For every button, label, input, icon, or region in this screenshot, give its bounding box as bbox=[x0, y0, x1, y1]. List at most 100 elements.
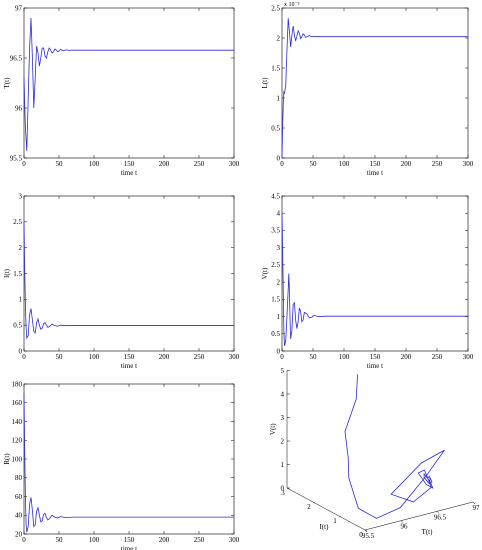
T-tick-mark bbox=[472, 501, 476, 505]
I-tick-mark bbox=[338, 515, 342, 518]
T-axis-line bbox=[364, 501, 474, 531]
V-tick-label: 3 bbox=[281, 414, 285, 422]
y-tick-label: 120 bbox=[12, 437, 23, 445]
x-tick-label: 50 bbox=[310, 353, 318, 361]
y-tick-label: 2.5 bbox=[271, 4, 280, 12]
y-tick-label: 1.5 bbox=[13, 270, 22, 278]
y-tick-label: 60 bbox=[15, 493, 23, 501]
x-tick-label: 50 bbox=[310, 160, 318, 168]
x-tick-label: 200 bbox=[401, 160, 412, 168]
y-tick-label: 4 bbox=[277, 210, 281, 218]
x-tick-label: 150 bbox=[370, 353, 381, 361]
x-tick-label: 0 bbox=[22, 353, 26, 361]
trajectory-line bbox=[344, 374, 445, 519]
y-tick-label: 4.5 bbox=[271, 192, 280, 200]
y-tick-label: 0.5 bbox=[271, 124, 280, 132]
I-tick-label: 2 bbox=[307, 503, 311, 511]
I-tick-mark bbox=[312, 501, 316, 504]
y-tick-label: 97 bbox=[15, 4, 23, 12]
T-tick-mark bbox=[436, 511, 440, 514]
y-tick-label: 95.5 bbox=[10, 154, 23, 162]
x-tick-label: 100 bbox=[89, 536, 100, 544]
y-axis-label: L(t) bbox=[261, 77, 269, 89]
x-tick-label: 50 bbox=[56, 160, 64, 168]
y-tick-label: 180 bbox=[12, 380, 23, 388]
x-tick-label: 300 bbox=[463, 353, 474, 361]
y-tick-label: 1.5 bbox=[271, 64, 280, 72]
x-tick-label: 250 bbox=[432, 160, 443, 168]
x-tick-label: 0 bbox=[22, 536, 26, 544]
y-tick-label: 0.5 bbox=[271, 330, 280, 338]
y-tick-label: 2 bbox=[19, 244, 23, 252]
y-tick-label: 160 bbox=[12, 399, 23, 407]
I-tick-label: 0 bbox=[359, 531, 363, 539]
x-tick-label: 0 bbox=[280, 353, 284, 361]
y-tick-label: 2 bbox=[277, 278, 281, 286]
y-tick-label: 20 bbox=[15, 530, 23, 538]
y-tick-label: 100 bbox=[12, 455, 23, 463]
x-tick-label: 250 bbox=[194, 536, 205, 544]
x-tick-label: 50 bbox=[56, 536, 64, 544]
y-tick-label: 1.5 bbox=[271, 296, 280, 304]
V-tick-label: 4 bbox=[281, 390, 285, 398]
y-tick-label: 96 bbox=[15, 104, 23, 112]
x-tick-label: 0 bbox=[280, 160, 284, 168]
x-axis-label: time t bbox=[121, 545, 137, 550]
y-tick-label: 1 bbox=[19, 296, 23, 304]
plot-L-vs-time: 0 50 100 150 200 250 300 0 0.5 1 1.5 2 2.5 time t L(t)… bbox=[261, 2, 474, 177]
x-tick-label: 200 bbox=[159, 536, 170, 544]
x-tick-label: 300 bbox=[229, 536, 240, 544]
y-axis-label: R(t) bbox=[3, 453, 11, 465]
x-tick-label: 100 bbox=[339, 353, 350, 361]
x-tick-label: 250 bbox=[194, 353, 205, 361]
y-axis-label: I(t) bbox=[3, 268, 11, 278]
y-tick-label: 140 bbox=[12, 418, 23, 426]
axes-box bbox=[23, 7, 235, 159]
x-tick-label: 150 bbox=[124, 160, 135, 168]
series-line bbox=[281, 213, 468, 346]
series-line bbox=[281, 18, 468, 159]
x-tick-label: 250 bbox=[432, 353, 443, 361]
y-tick-label: 96.5 bbox=[10, 54, 23, 62]
I-tick-mark bbox=[364, 529, 368, 532]
T-tick-label: 97 bbox=[473, 504, 481, 512]
y-tick-label: 40 bbox=[15, 512, 23, 520]
T-axis-label: T(t) bbox=[422, 528, 434, 536]
I-axis-line bbox=[286, 487, 366, 531]
V-tick-label: 2 bbox=[281, 437, 285, 445]
I-axis-label: I(t) bbox=[320, 523, 330, 531]
x-tick-label: 200 bbox=[159, 353, 170, 361]
y-tick-label: 3.5 bbox=[271, 227, 280, 235]
I-tick-label: 3 bbox=[281, 489, 285, 497]
y-tick-label: 2 bbox=[277, 34, 281, 42]
y-axis-label: V(t) bbox=[261, 267, 269, 279]
series-line bbox=[23, 393, 234, 533]
plot-V-vs-time: 0 50 100 150 200 250 300 0 0.5 1 1.5 2 2.5 3 3.5 4 4.5 ti… bbox=[261, 192, 474, 370]
V-tick-label: 1 bbox=[281, 461, 285, 469]
y-tick-label: 1 bbox=[277, 313, 281, 321]
y-tick-label: 0 bbox=[277, 347, 281, 355]
x-axis-label: time t bbox=[121, 362, 137, 370]
y-multiplier-label: x 10⁻³ bbox=[284, 2, 300, 8]
series-line bbox=[23, 221, 234, 340]
y-tick-label: 2.5 bbox=[13, 218, 22, 226]
plot-T-vs-time: 0 50 100 150 200 250 300 95.5 96 96.5 97 time t T(t) bbox=[3, 4, 240, 177]
y-tick-label: 3 bbox=[19, 192, 23, 200]
V-axis-label: V(t) bbox=[269, 423, 277, 435]
T-tick-label: 96.5 bbox=[434, 513, 447, 521]
axes-box bbox=[281, 195, 469, 352]
x-tick-label: 150 bbox=[124, 536, 135, 544]
I-tick-label: 1 bbox=[333, 517, 337, 525]
x-tick-label: 50 bbox=[56, 353, 64, 361]
y-tick-label: 0 bbox=[19, 347, 23, 355]
x-axis-label: time t bbox=[367, 169, 383, 177]
x-tick-label: 200 bbox=[401, 353, 412, 361]
axes-box bbox=[23, 383, 235, 535]
T-tick-label: 96 bbox=[401, 523, 409, 531]
axes-box bbox=[281, 7, 469, 159]
x-tick-label: 0 bbox=[22, 160, 26, 168]
x-tick-label: 250 bbox=[194, 160, 205, 168]
x-tick-label: 300 bbox=[229, 160, 240, 168]
